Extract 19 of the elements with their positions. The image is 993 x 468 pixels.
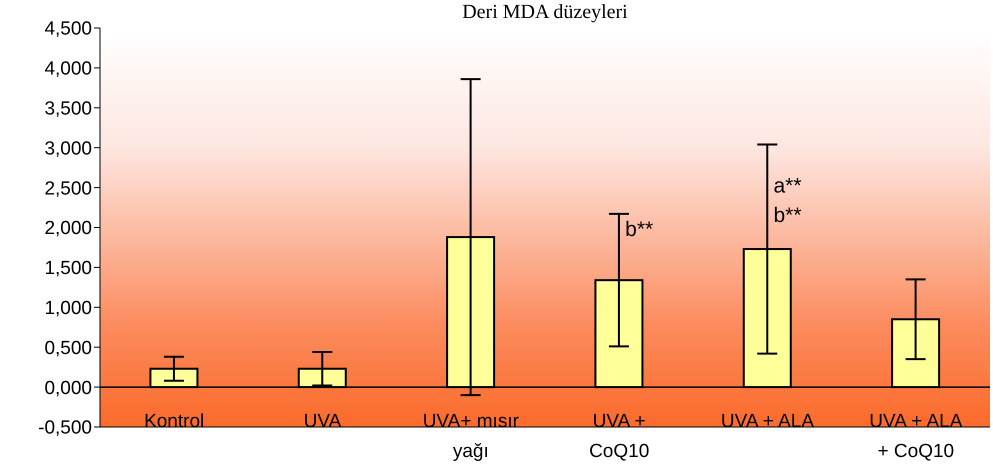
x-tick-label: UVA + CoQ10 (589, 411, 650, 462)
y-tick-label: 4,500 (44, 18, 92, 40)
y-tick-label: 0,500 (44, 338, 92, 359)
chart-title: Deri MDA düzeyleri (461, 0, 629, 24)
y-tick-label: 4,000 (44, 58, 92, 80)
x-tick-label: UVA+ mısır yağı (422, 411, 520, 462)
y-tick-label: 1,500 (44, 258, 92, 280)
y-tick-label: 3,500 (44, 98, 92, 120)
x-tick-label: Kontrol (144, 411, 204, 432)
annotation: a** (774, 174, 802, 198)
x-tick-label: UVA (304, 411, 342, 432)
y-tick-label: 1,000 (44, 298, 92, 320)
y-tick-label: 3,000 (44, 138, 92, 160)
y-tick-label: 0,000 (44, 378, 92, 399)
annotation: b** (774, 204, 802, 228)
y-tick-label: 2,000 (44, 218, 92, 240)
y-tick-label: -0,500 (38, 418, 92, 439)
y-tick-label: 2,500 (44, 178, 92, 200)
annotation: b** (625, 218, 654, 241)
